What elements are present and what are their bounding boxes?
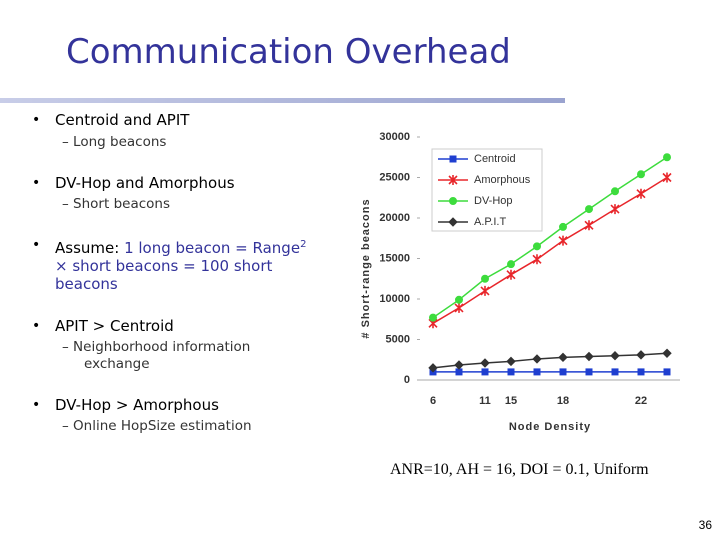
point bbox=[636, 188, 646, 199]
point bbox=[480, 285, 490, 296]
point bbox=[637, 368, 645, 376]
chart: 0 5000 10000 15000 20000 25000 30000 6 11 15 18 22 N… bbox=[360, 131, 680, 433]
series-line bbox=[432, 176, 668, 324]
point bbox=[663, 153, 671, 162]
lead: Assume: bbox=[55, 239, 120, 257]
y-tick-label: 30000 bbox=[379, 131, 410, 143]
y-tick-label: 25000 bbox=[379, 171, 410, 183]
legend-box bbox=[431, 148, 543, 232]
y-tick-label: 10000 bbox=[379, 293, 410, 305]
point bbox=[455, 295, 463, 304]
point bbox=[584, 220, 594, 231]
x-tick-label: 22 bbox=[635, 395, 647, 407]
bullet: • bbox=[32, 237, 41, 253]
sub-bullet: – Neighborhood information exchange bbox=[62, 339, 251, 372]
sub-bullet: – Online HopSize estimation bbox=[62, 418, 252, 434]
bullet: • bbox=[32, 318, 41, 334]
bullet: • bbox=[32, 397, 41, 413]
y-tick-label: 15000 bbox=[379, 252, 410, 264]
bullet: • bbox=[32, 175, 41, 191]
bullet-text: DV-Hop > Amorphous bbox=[55, 396, 219, 414]
legend-label: DV-Hop bbox=[474, 195, 513, 207]
point bbox=[584, 351, 594, 362]
series-line bbox=[432, 156, 668, 319]
point bbox=[636, 350, 646, 360]
y-tick-label: 0 bbox=[404, 374, 410, 386]
point bbox=[429, 313, 437, 322]
point bbox=[428, 363, 438, 373]
x-tick-label: 15 bbox=[505, 395, 517, 407]
sub-text: Short beacons bbox=[73, 196, 170, 212]
sub-text: Long beacons bbox=[73, 134, 167, 150]
legend-label: Amorphous bbox=[474, 174, 531, 186]
point bbox=[558, 352, 568, 363]
legend-label: A.P.I.T bbox=[474, 216, 506, 228]
point bbox=[610, 204, 620, 215]
x-tick-label: 18 bbox=[557, 395, 569, 407]
sub-text: Online HopSize estimation bbox=[73, 418, 252, 434]
legend-marker bbox=[448, 175, 458, 185]
point bbox=[611, 187, 619, 196]
y-tick-label: 20000 bbox=[379, 212, 410, 224]
bullet-text: DV-Hop and Amorphous bbox=[55, 174, 235, 192]
point bbox=[532, 354, 542, 364]
legend-label: Centroid bbox=[474, 153, 516, 165]
point bbox=[662, 172, 672, 183]
point bbox=[663, 368, 671, 376]
point bbox=[506, 356, 516, 367]
text: 1 long beacon = Range bbox=[124, 239, 301, 257]
point bbox=[637, 170, 645, 179]
point bbox=[610, 350, 620, 361]
bullet-text: Centroid and APIT bbox=[55, 111, 190, 129]
x-tick-label: 11 bbox=[479, 395, 491, 407]
bullet: • bbox=[32, 112, 41, 128]
point bbox=[585, 368, 593, 376]
caption: ANR=10, AH = 16, DOI = 0.1, Uniform bbox=[390, 461, 649, 478]
legend-marker bbox=[449, 155, 457, 163]
point bbox=[455, 368, 463, 376]
point bbox=[558, 235, 568, 246]
point bbox=[662, 348, 672, 358]
sub-text: Neighborhood information exchange bbox=[73, 339, 251, 372]
series-line bbox=[432, 352, 668, 369]
point bbox=[454, 360, 464, 370]
y-tick-label: 5000 bbox=[386, 333, 410, 345]
point bbox=[454, 302, 464, 313]
point bbox=[507, 260, 515, 269]
point bbox=[585, 205, 593, 214]
legend-marker bbox=[449, 197, 457, 205]
x-axis-title: Node Density bbox=[509, 421, 591, 433]
x-tick-label: 6 bbox=[430, 395, 436, 407]
point bbox=[507, 368, 515, 376]
point bbox=[533, 242, 541, 251]
point bbox=[533, 368, 541, 376]
point bbox=[481, 368, 489, 376]
point bbox=[480, 358, 490, 368]
sup: 2 bbox=[300, 239, 307, 250]
page-number: 36 bbox=[698, 518, 712, 532]
point bbox=[506, 269, 516, 280]
point bbox=[532, 254, 542, 265]
sub-bullet: – Long beacons bbox=[62, 134, 167, 150]
point bbox=[559, 368, 567, 376]
point bbox=[481, 274, 489, 283]
slide-title: Communication Overhead bbox=[66, 32, 511, 72]
point bbox=[611, 368, 619, 376]
text: × short beacons = 100 short beacons bbox=[55, 257, 273, 293]
bullet-text: APIT > Centroid bbox=[55, 317, 174, 335]
sub-bullet: – Short beacons bbox=[62, 196, 170, 212]
title-rule bbox=[0, 98, 565, 103]
point bbox=[559, 222, 567, 231]
bullet-text: Assume: 1 long beacon = Range2 × short b… bbox=[55, 236, 315, 293]
y-axis-title: # Short-range beacons bbox=[360, 198, 372, 338]
legend-marker bbox=[448, 217, 458, 227]
